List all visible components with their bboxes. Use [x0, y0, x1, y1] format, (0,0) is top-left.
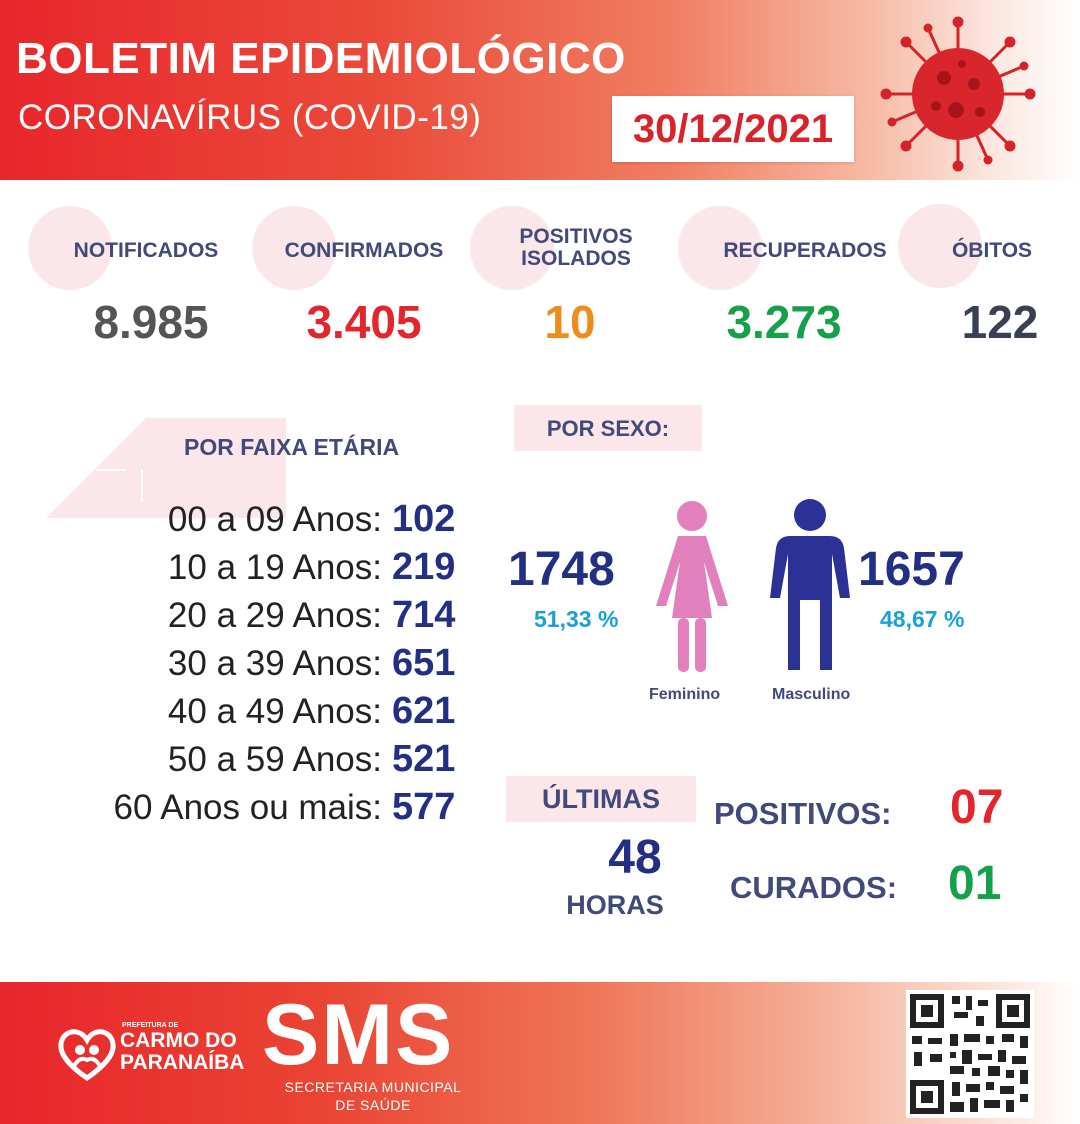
sms-logo: SMS: [262, 987, 455, 1083]
age-row: 10 a 19 Anos: 219: [40, 546, 470, 594]
female-label: Feminino: [649, 686, 721, 703]
last48-hours-label: HORAS: [566, 890, 664, 920]
bulletin-subtitle: CORONAVÍRUS (COVID-19): [18, 98, 482, 137]
curados-value: 01: [948, 857, 1002, 910]
date-box: 30/12/2021: [612, 96, 854, 162]
age-row: 60 Anos ou mais: 577: [40, 786, 470, 834]
age-range-label: 10 a 19 Anos:: [167, 548, 382, 587]
stat-circle-positivos: [470, 206, 554, 290]
age-range-label: 60 Anos ou mais:: [113, 788, 383, 827]
sms-subtitle-line2: DE SAÚDE: [335, 1097, 411, 1113]
age-range-label: 00 a 09 Anos:: [167, 500, 382, 539]
qr-code-icon: [906, 990, 1034, 1118]
curados-label: CURADOS:: [730, 870, 898, 905]
stat-value-confirmados: 3.405: [306, 296, 422, 348]
city-name: CARMO DO PARANAÍBA: [120, 1030, 244, 1074]
age-range-value: 577: [392, 786, 456, 828]
stat-label-notificados: NOTIFICADOS: [73, 239, 219, 262]
last48-title: ÚLTIMAS: [542, 784, 660, 814]
age-range-value: 714: [392, 594, 456, 636]
male-figure-icon: [770, 499, 850, 670]
male-label: Masculino: [772, 686, 851, 703]
age-row: 40 a 49 Anos: 621: [40, 690, 470, 738]
female-percent: 51,33 %: [534, 606, 619, 632]
age-section-title: POR FAIXA ETÁRIA: [184, 434, 400, 460]
stat-value-obitos: 122: [961, 296, 1039, 348]
positivos-label: POSITIVOS:: [714, 796, 892, 831]
age-range-value: 521: [392, 738, 456, 780]
coronavirus-icon: [880, 16, 1036, 172]
age-range-value: 219: [392, 546, 456, 588]
male-percent: 48,67 %: [880, 606, 965, 632]
stat-label-positivos-isolados: POSITIVOS ISOLADOS: [519, 225, 633, 270]
footer-banner: [0, 982, 1080, 1124]
last48-header-bg: [506, 776, 696, 822]
age-range-value: 621: [392, 690, 456, 732]
sms-subtitle-line1: SECRETARIA MUNICIPAL: [284, 1079, 462, 1095]
female-figure-icon: [656, 501, 728, 672]
last48-hours-number: 48: [608, 831, 662, 884]
positivos-value: 07: [950, 781, 1004, 834]
sex-header-bg: [514, 405, 702, 451]
header-banner: [0, 0, 1080, 180]
stat-value-recuperados: 3.273: [726, 296, 842, 348]
sex-section-title: POR SEXO:: [546, 416, 670, 441]
age-range-label: 20 a 29 Anos:: [167, 596, 382, 635]
stat-circle-notificados: [28, 206, 112, 290]
stat-label-obitos: ÓBITOS: [951, 239, 1033, 262]
age-range-label: 50 a 59 Anos:: [167, 740, 382, 779]
city-name-line2: PARANAÍBA: [120, 1051, 245, 1074]
sms-subtitle: SECRETARIA MUNICIPAL DE SAÚDE: [262, 1078, 484, 1114]
age-row: 50 a 59 Anos: 521: [40, 738, 470, 786]
age-row: 20 a 29 Anos: 714: [40, 594, 470, 642]
male-count: 1657: [858, 543, 965, 596]
age-row: 00 a 09 Anos: 102: [40, 498, 470, 546]
age-range-label: 40 a 49 Anos:: [167, 692, 382, 731]
prefeitura-label: PREFEITURA DE: [122, 1022, 179, 1029]
age-header-shape: [46, 418, 286, 518]
stat-value-notificados: 8.985: [93, 296, 209, 348]
age-range-value: 651: [392, 642, 456, 684]
city-name-line1: CARMO DO: [120, 1029, 237, 1052]
stat-circle-confirmados: [252, 206, 336, 290]
stat-label-recuperados: RECUPERADOS: [723, 239, 887, 262]
stat-circle-recuperados: [678, 206, 762, 290]
age-range-label: 30 a 39 Anos:: [167, 644, 382, 683]
stat-value-positivos-isolados: 10: [544, 296, 596, 348]
stat-circle-obitos: [898, 204, 982, 288]
heart-logo-icon: [58, 1029, 116, 1082]
age-row: 30 a 39 Anos: 651: [40, 642, 470, 690]
stat-label-confirmados: CONFIRMADOS: [284, 239, 444, 262]
age-range-value: 102: [392, 498, 456, 540]
bulletin-date: 30/12/2021: [632, 106, 834, 151]
female-count: 1748: [508, 543, 615, 596]
bulletin-title: BOLETIM EPIDEMIOLÓGICO: [16, 34, 626, 83]
